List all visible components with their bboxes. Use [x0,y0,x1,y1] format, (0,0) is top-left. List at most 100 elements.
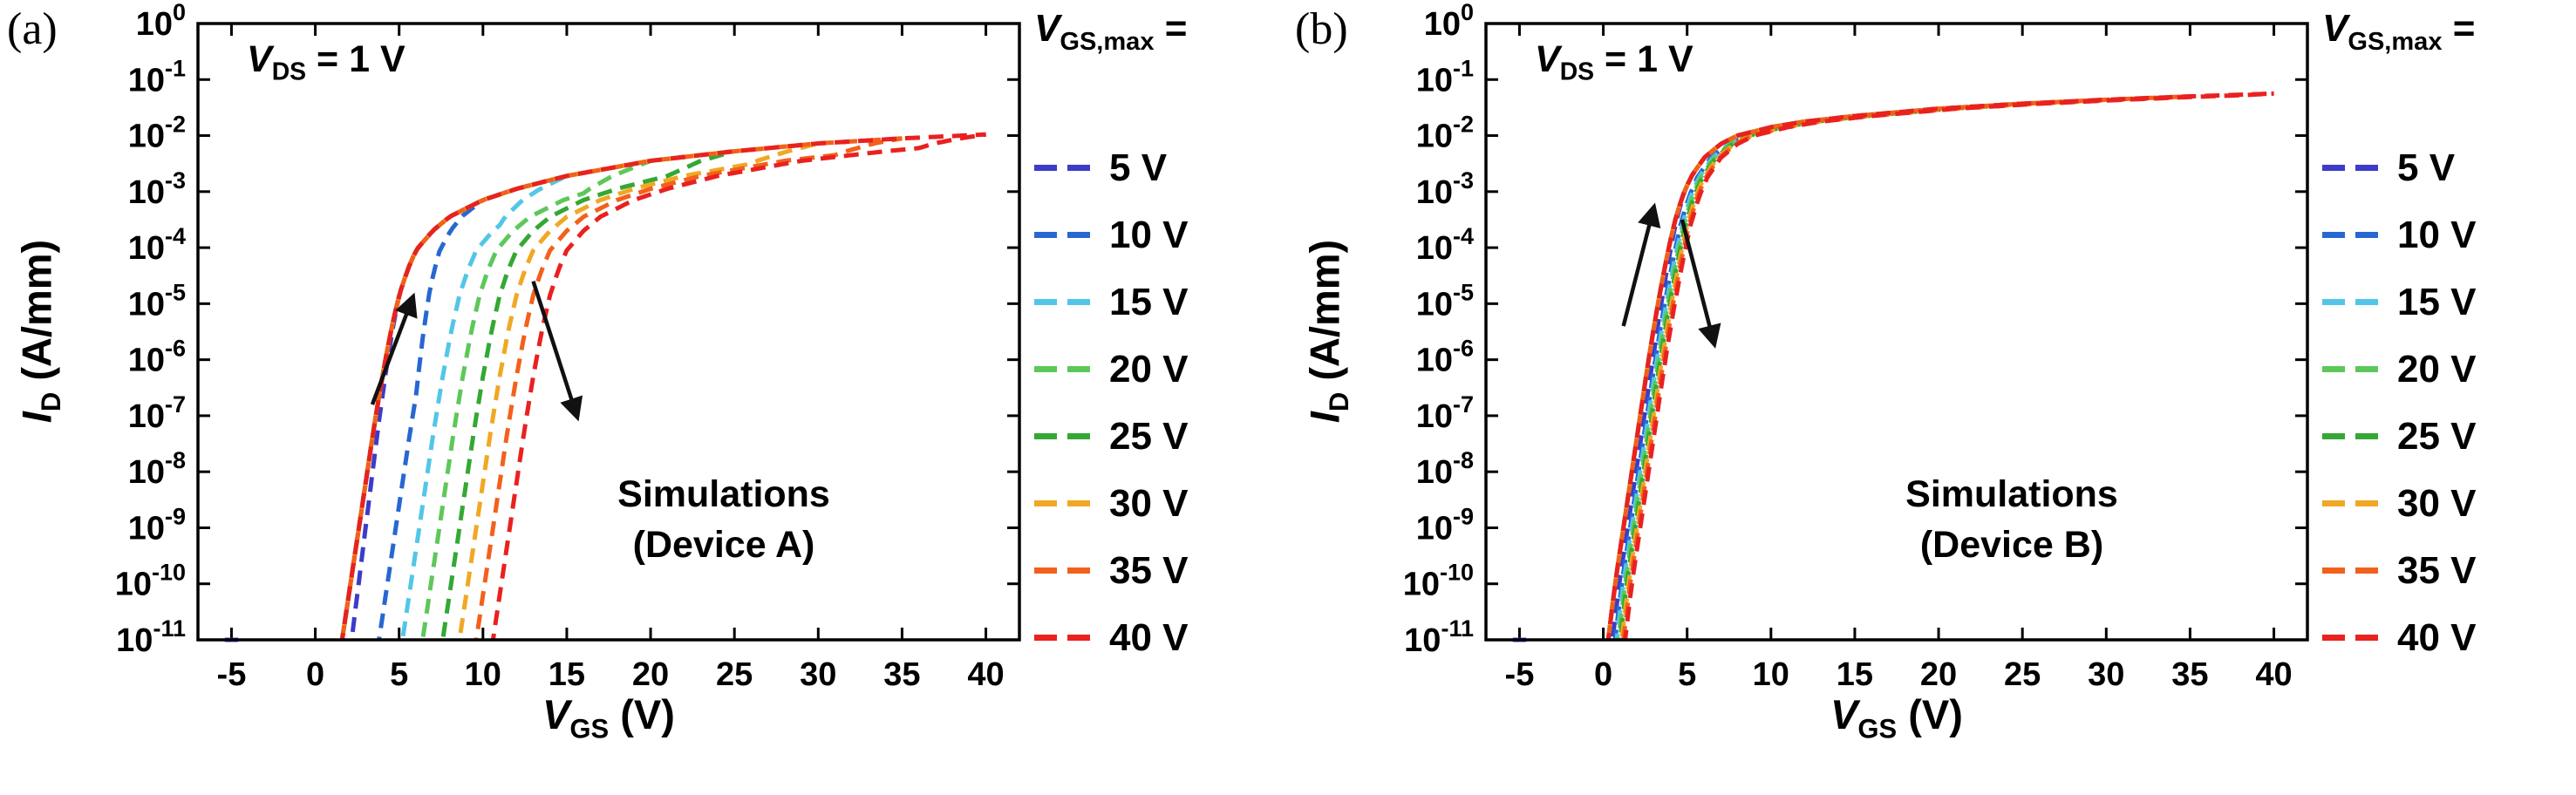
x-tick-label: 40 [2255,656,2292,693]
x-tick-label: 40 [967,656,1004,693]
legend-header-symbol: V [1034,7,1060,50]
legend-entry-5v: 5 V [2322,134,2573,201]
y-tick-label: 10-8 [1416,447,1474,491]
legend-device-b: VGS,max = 5 V 10 V 15 V 20 V 25 V 30 V 35 V 40 … [2322,7,2573,671]
legend-label: 25 V [2397,414,2477,458]
panel-label-a: (a) [7,4,58,54]
y-tick-label: 10-1 [128,55,186,99]
plot-frame [196,22,1021,642]
x-tick-label: 30 [800,656,836,693]
x-axis-symbol: V [1830,691,1858,737]
curve-return-15v [400,173,569,641]
legend-device-a: VGS,max = 5 V 10 V 15 V 20 V 25 V 30 V 35 V 40 … [1034,7,1285,671]
legend-line-sample [2322,567,2378,574]
legend-line-sample [2322,165,2378,171]
x-tick-label: 25 [716,656,753,693]
legend-entry-25v: 25 V [2322,403,2573,470]
sweep-arrow-up-sweep [370,292,418,405]
legend-label: 40 V [1109,615,1189,659]
legend-entry-40v: 40 V [1034,604,1285,671]
x-axis-label: VGS (V) [198,690,1019,742]
y-tick-label: 10-4 [128,223,186,267]
curve-return-25v [440,149,735,641]
simulations-line1: Simulations [1905,473,2118,515]
legend-entry-10v: 10 V [1034,201,1285,268]
panel-a: -5 0 5 10 15 20 25 30 35 40 100 10-1 10-2 10-3 10-4 10-… [7,0,1285,742]
simulations-line1: Simulations [617,473,830,515]
y-tick-label: 10-5 [1416,279,1474,323]
y-tick-label: 10-7 [1416,391,1474,435]
legend-label: 20 V [1109,347,1189,391]
curve-forward-40v [339,132,986,641]
x-tick-label: 15 [549,656,585,693]
x-tick-label: 20 [632,656,669,693]
vds-symbol: V [247,38,272,80]
vds-annotation: VDS = 1 V [247,38,405,85]
y-tick-label: 100 [136,0,186,43]
legend-entry-15v: 15 V [1034,268,1285,336]
legend-entry-35v: 35 V [1034,537,1285,604]
legend-header-subscript: GS,max [2348,27,2443,56]
legend-line-sample [2322,232,2378,238]
x-tick-label: 25 [2004,656,2041,693]
x-tick-label: 15 [1837,656,1873,693]
plot-area-device-a: -5 0 5 10 15 20 25 30 35 40 100 10-1 10-2 10-3 10-4 10-… [115,0,1021,693]
legend-label: 10 V [1109,213,1189,256]
legend-entry-30v: 30 V [2322,470,2573,537]
y-tick-label: 10-7 [128,391,186,435]
legend-label: 40 V [2397,615,2477,659]
y-tick-label: 10-2 [1416,112,1474,155]
x-tick-label: 0 [306,656,324,693]
legend-label: 30 V [2397,481,2477,525]
y-axis-subscript: D [35,391,66,412]
panel-b: -5 0 5 10 15 20 25 30 35 40 100 10-1 10-2 10-3 10-4 10-… [1288,0,2576,795]
simulations-annotation: Simulations (Device B) [1811,469,2212,570]
x-axis-label: VGS (V) [1486,690,2307,742]
x-tick-label: 5 [1678,656,1696,693]
y-tick-label: 10-10 [115,560,186,603]
curve-return-40v [490,132,986,641]
x-tick-label: -5 [1505,656,1535,693]
y-tick-label: 10-3 [128,167,186,211]
legend-label: 5 V [2397,146,2456,189]
legend-line-sample [2322,433,2378,439]
y-tick-label: 10-2 [128,112,186,155]
sweep-arrow-down-sweep [531,280,583,422]
legend-line-sample [1034,500,1090,506]
x-axis-units: (V) [609,691,675,737]
legend-label: 25 V [1109,414,1189,458]
legend-header-symbol: V [2322,7,2348,50]
y-tick-label: 10-6 [128,336,186,379]
legend-line-sample [1034,299,1090,305]
x-tick-label: 30 [2088,656,2124,693]
y-tick-label: 100 [1424,0,1474,43]
y-tick-label: 10-5 [128,279,186,323]
legend-entry-15v: 15 V [2322,268,2573,336]
legend-header-equals: = [1154,7,1188,50]
legend-line-sample [1034,232,1090,238]
x-tick-label: 20 [1920,656,1957,693]
legend-entries: 5 V 10 V 15 V 20 V 25 V 30 V 35 V 40 V [1034,134,1285,671]
legend-header: VGS,max = [2322,7,2573,58]
legend-line-sample [1034,366,1090,372]
legend-label: 5 V [1109,146,1168,189]
legend-line-sample [1034,567,1090,574]
legend-line-sample [2322,366,2378,372]
legend-label: 20 V [2397,347,2477,391]
legend-header: VGS,max = [1034,7,1285,58]
plot-area-device-b: -5 0 5 10 15 20 25 30 35 40 100 10-1 10-2 10-3 10-4 10-… [1403,0,2309,693]
y-tick-label: 10-1 [1416,55,1474,99]
legend-entry-20v: 20 V [2322,336,2573,403]
legend-entry-20v: 20 V [1034,336,1285,403]
axis-tick-labels: -5 0 5 10 15 20 25 30 35 40 100 10-1 10-2 10-3 10-4 10-… [1403,0,2293,693]
x-tick-label: 35 [883,656,920,693]
x-tick-label: 35 [2171,656,2208,693]
y-tick-label: 10-9 [1416,503,1474,547]
vds-subscript: DS [271,58,307,86]
device-name-line: (Device A) [632,524,815,567]
plot-frame [1484,22,2309,642]
panel-label-b: (b) [1295,4,1348,54]
y-tick-label: 10-9 [128,503,186,547]
y-tick-label: 10-8 [128,447,186,491]
legend-entry-40v: 40 V [2322,604,2573,671]
